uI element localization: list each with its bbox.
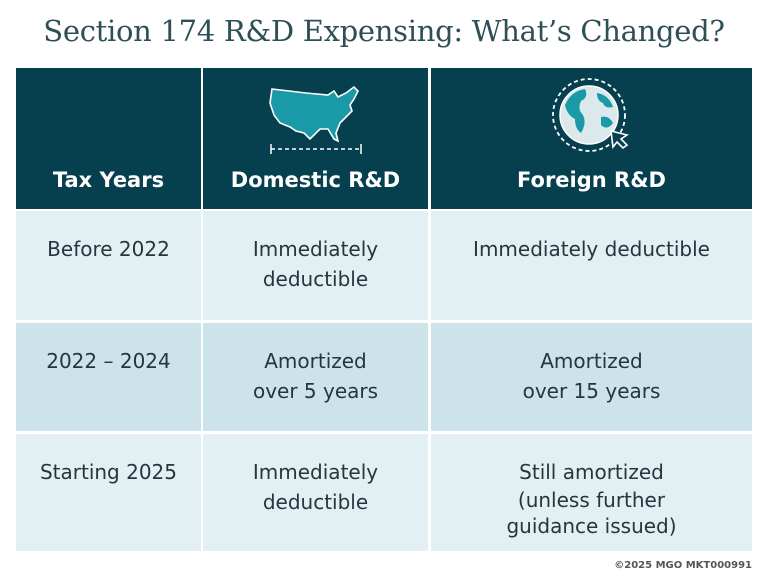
row-2-foreign: Amortized over 15 years: [431, 323, 752, 431]
cell-text: Starting 2025: [39, 460, 178, 484]
cell-text: deductible: [262, 267, 369, 291]
row-3-years: Starting 2025: [16, 434, 201, 551]
cell-text: Before 2022: [47, 237, 170, 261]
cell-text: Immediately: [252, 237, 379, 261]
row-2-years: 2022 – 2024: [16, 323, 201, 431]
cell-text: Amortized: [540, 349, 643, 373]
globe-icon: [551, 78, 629, 152]
cell-text: Amortized: [264, 349, 367, 373]
header-label: Tax Years: [52, 168, 165, 192]
page-title: Section 174 R&D Expensing: What’s Change…: [43, 14, 725, 48]
cell-text: Immediately deductible: [473, 237, 710, 261]
cell-text: Still amortized: [519, 460, 664, 484]
copyright-footer: ©2025 MGO MKT000991: [614, 560, 752, 571]
cell-note: guidance issued): [506, 514, 677, 538]
us-map-icon: [268, 85, 362, 154]
header-domestic: Domestic R&D: [203, 68, 428, 209]
row-1-years: Before 2022: [16, 211, 201, 320]
cell-text: Immediately: [252, 460, 379, 484]
row-3-foreign: Still amortized (unless further guidance i…: [431, 434, 752, 551]
cell-text: over 15 years: [522, 379, 661, 403]
row-1-domestic: Immediately deductible: [203, 211, 428, 320]
header-tax-years: Tax Years: [16, 68, 201, 209]
row-1-foreign: Immediately deductible: [431, 211, 752, 320]
cell-text: 2022 – 2024: [46, 349, 171, 373]
header-label: Foreign R&D: [517, 168, 666, 192]
cell-text: deductible: [262, 490, 369, 514]
cell-text: over 5 years: [252, 379, 379, 403]
row-3-domestic: Immediately deductible: [203, 434, 428, 551]
header-label: Domestic R&D: [230, 168, 401, 192]
header-foreign: Foreign R&D: [431, 68, 752, 209]
row-2-domestic: Amortized over 5 years: [203, 323, 428, 431]
cell-note: (unless further: [517, 488, 666, 512]
